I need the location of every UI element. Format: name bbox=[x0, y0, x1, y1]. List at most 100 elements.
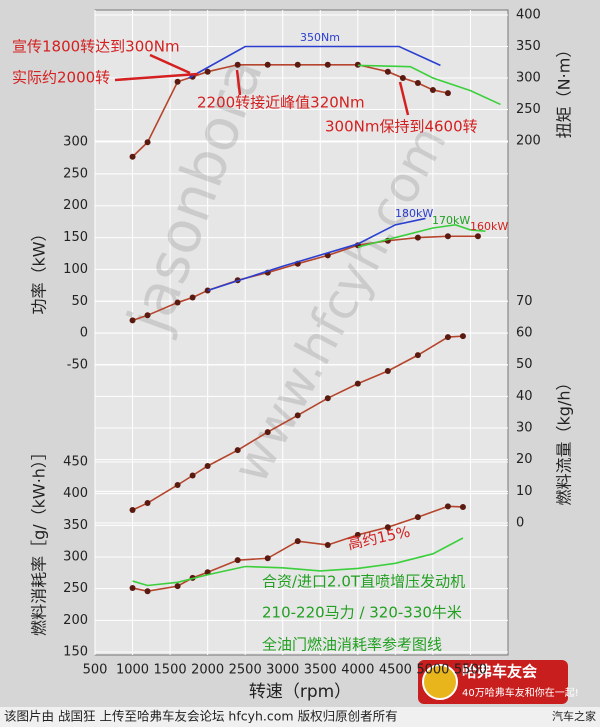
annotation: 300Nm保持到4600转 bbox=[325, 118, 478, 136]
marker bbox=[204, 68, 211, 75]
y-tick-label: 300 bbox=[63, 550, 88, 565]
y-tick-label: 150 bbox=[63, 230, 88, 245]
y-tick-label: 30 bbox=[516, 420, 533, 435]
annotation: 宣传1800转达到300Nm bbox=[12, 38, 180, 56]
annotation: 170kW bbox=[432, 214, 470, 227]
marker bbox=[174, 299, 181, 306]
y-axis-title: 燃料消耗率［g/（kW·h）］ bbox=[30, 444, 49, 636]
marker bbox=[189, 294, 196, 301]
annotation: 合资/进口2.0T直喷增压发动机 bbox=[262, 573, 465, 591]
footer: 该图片由 战国狂 上传至哈弗车友会论坛 hfcyh.com 版权归原创者所有 bbox=[4, 709, 398, 724]
marker bbox=[474, 233, 481, 240]
marker bbox=[324, 541, 331, 548]
logo-title: 哈弗车友会 bbox=[462, 663, 537, 681]
marker bbox=[414, 352, 421, 359]
x-tick-label: 3500 bbox=[304, 663, 337, 678]
annotation: 350Nm bbox=[300, 31, 340, 44]
x-axis-title: 转速（rpm） bbox=[249, 682, 351, 702]
marker bbox=[294, 538, 301, 545]
annotation: 全油门燃油消耗率参考图线 bbox=[262, 636, 442, 654]
marker bbox=[384, 524, 391, 531]
logo-box bbox=[418, 660, 568, 704]
line bbox=[357, 224, 486, 248]
marker bbox=[144, 312, 151, 319]
footer-bar bbox=[0, 707, 600, 727]
marker bbox=[129, 585, 136, 592]
annotation: 实际约2000转 bbox=[12, 69, 110, 87]
marker bbox=[324, 395, 331, 402]
y-tick-label: 300 bbox=[63, 135, 88, 150]
marker bbox=[129, 153, 136, 160]
y-tick-label: 70 bbox=[516, 294, 533, 309]
x-tick-label: 1500 bbox=[154, 663, 187, 678]
y-axis-title: 扭矩（N·m） bbox=[555, 42, 574, 139]
x-tick-label: 4000 bbox=[341, 663, 374, 678]
y-tick-label: 400 bbox=[63, 486, 88, 501]
logo-emblem bbox=[422, 664, 458, 700]
line bbox=[188, 45, 441, 79]
marker bbox=[294, 61, 301, 68]
annotation: 180kW bbox=[395, 207, 433, 220]
marker bbox=[399, 75, 406, 81]
marker bbox=[174, 481, 181, 488]
x-tick-label: 2000 bbox=[191, 663, 224, 678]
arrows bbox=[114, 53, 410, 116]
y-tick-label: 100 bbox=[63, 262, 88, 277]
marker bbox=[459, 333, 466, 340]
y-tick-label: 350 bbox=[63, 518, 88, 533]
x-tick-label: 5500 bbox=[454, 663, 487, 678]
source: 汽车之家 bbox=[552, 709, 596, 723]
y-tick-label: 350 bbox=[516, 39, 541, 54]
marker bbox=[444, 334, 451, 341]
marker bbox=[174, 583, 181, 590]
y-tick-label: 20 bbox=[516, 452, 533, 467]
y-axis-title: 燃料流量（kg/h） bbox=[555, 375, 574, 506]
logo: 哈弗车友会 40万哈弗车友和你在一起! bbox=[418, 660, 579, 704]
line bbox=[357, 64, 501, 106]
marker bbox=[144, 139, 151, 146]
y-tick-label: 250 bbox=[63, 581, 88, 596]
marker bbox=[414, 514, 421, 521]
y-tick-label: 10 bbox=[516, 484, 533, 499]
marker bbox=[414, 80, 421, 87]
marker bbox=[264, 429, 271, 436]
y-tick-label: 300 bbox=[516, 71, 541, 86]
y-tick-label: 60 bbox=[516, 325, 533, 340]
marker bbox=[384, 68, 391, 75]
marker bbox=[234, 61, 241, 68]
line bbox=[132, 537, 464, 587]
marker bbox=[264, 555, 271, 562]
marker bbox=[264, 61, 271, 68]
y-tick-label: 50 bbox=[71, 294, 88, 309]
marker bbox=[459, 503, 466, 510]
logo-slogan: 40万哈弗车友和你在一起! bbox=[462, 686, 579, 699]
marker bbox=[354, 61, 361, 68]
x-tick-label: 5000 bbox=[416, 663, 449, 678]
y-tick-label: 200 bbox=[63, 198, 88, 213]
y-tick-label: 250 bbox=[516, 102, 541, 117]
y-tick-label: 50 bbox=[516, 357, 533, 372]
marker bbox=[414, 234, 421, 241]
y-tick-label: 40 bbox=[516, 389, 533, 404]
marker bbox=[354, 380, 361, 387]
y-tick-label: 200 bbox=[516, 134, 541, 149]
marker bbox=[204, 462, 211, 469]
y-tick-label: 200 bbox=[63, 613, 88, 628]
y-tick-label: 0 bbox=[80, 326, 88, 341]
marker bbox=[234, 447, 241, 454]
y-tick-label: 250 bbox=[63, 166, 88, 181]
annotation: 2200转接近峰值320Nm bbox=[197, 94, 365, 112]
annotation: 160kW bbox=[470, 220, 508, 233]
marker bbox=[189, 472, 196, 479]
y-tick-label: 150 bbox=[63, 645, 88, 660]
marker bbox=[129, 317, 136, 324]
x-tick-label: 2500 bbox=[229, 663, 262, 678]
x-tick-label: 3000 bbox=[266, 663, 299, 678]
marker bbox=[234, 557, 241, 564]
marker bbox=[384, 367, 391, 374]
marker bbox=[429, 86, 436, 93]
marker bbox=[354, 531, 361, 538]
line bbox=[207, 217, 426, 292]
